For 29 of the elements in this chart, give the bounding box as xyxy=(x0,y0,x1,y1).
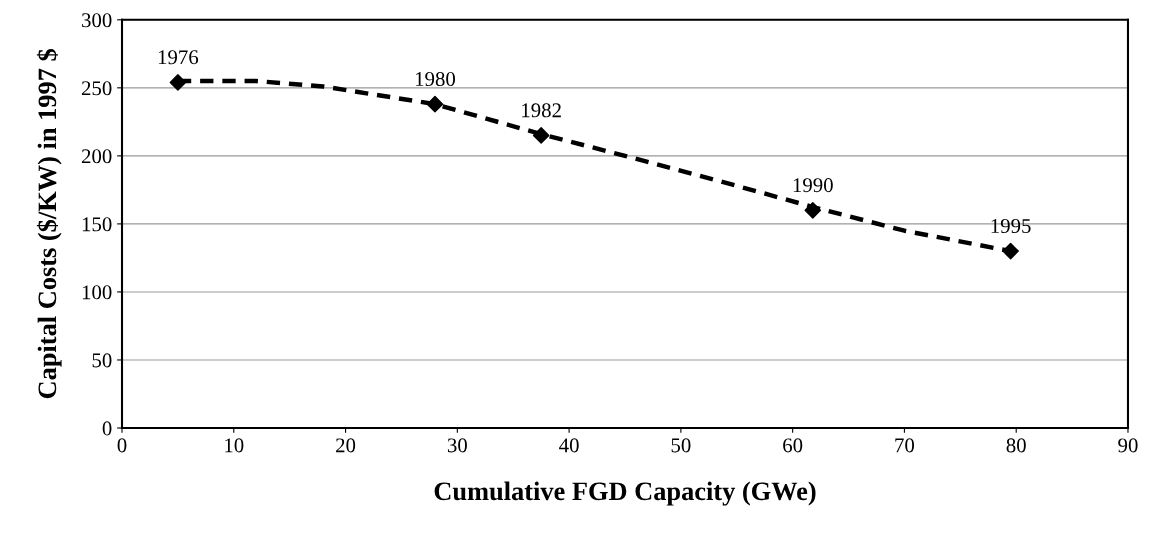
point xyxy=(804,201,822,219)
x-tick-label: 30 xyxy=(447,438,467,453)
x-tick-label: 20 xyxy=(336,438,356,453)
annotation: 1980 xyxy=(415,71,456,87)
x-tick-label: 60 xyxy=(783,438,803,453)
y-tick-label: 150 xyxy=(82,217,112,232)
annotation: 1995 xyxy=(991,218,1031,233)
y-tick-label: 50 xyxy=(92,353,112,368)
y-tick-label: 300 xyxy=(82,13,112,28)
y-tick-label: 250 xyxy=(81,81,112,96)
annotation: 1982 xyxy=(522,103,561,118)
x-axis-title: Cumulative FGD Capacity (GWe) xyxy=(434,481,816,506)
x-tick-label: 50 xyxy=(671,438,691,453)
x-tick-label: 90 xyxy=(1118,438,1138,453)
x-tick-label: 40 xyxy=(559,438,579,453)
y-tick-label: 0 xyxy=(102,421,112,436)
point xyxy=(532,127,550,144)
point xyxy=(169,74,187,91)
x-tick-label: 0 xyxy=(117,438,127,453)
x-tick-label: 70 xyxy=(895,438,915,453)
x-tick-label: 10 xyxy=(225,438,244,453)
annotation: 1990 xyxy=(793,178,833,193)
annotation: 1976 xyxy=(158,50,199,65)
y-tick-label: 200 xyxy=(81,149,112,164)
point xyxy=(1002,242,1019,260)
y-tick-label: 100 xyxy=(82,285,112,300)
y-axis-title: Capital Costs ($/KW) in 1997 $ xyxy=(36,49,62,399)
x-tick-label: 80 xyxy=(1006,438,1026,453)
point xyxy=(426,95,444,113)
